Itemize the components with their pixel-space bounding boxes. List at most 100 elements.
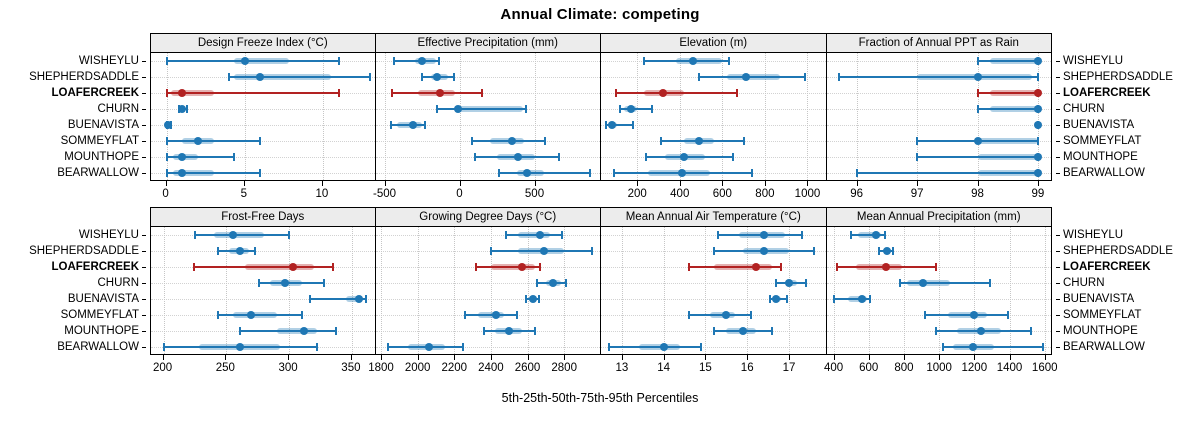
percentile-whisker (717, 234, 802, 236)
median-dot (454, 105, 462, 113)
x-tick-label: 15 (699, 362, 712, 374)
whisker-cap (337, 57, 340, 65)
interquartile-band (977, 170, 1038, 176)
median-dot (492, 311, 501, 319)
vertical-gridline (856, 53, 858, 180)
x-tick-label: 2600 (514, 362, 541, 374)
median-dot (236, 247, 245, 255)
median-dot (240, 57, 249, 65)
vertical-gridline (244, 53, 246, 180)
whisker-cap (813, 247, 816, 255)
median-dot (529, 295, 538, 303)
panel-plot-area (375, 227, 601, 355)
whisker-cap (464, 311, 467, 319)
x-tick-mark (162, 355, 164, 360)
whisker-cap (162, 343, 165, 351)
vertical-gridline (903, 227, 905, 354)
percentile-whisker (258, 282, 325, 284)
percentile-whisker (393, 60, 439, 62)
y-axis-labels-right: WISHEYLU SHEPHERDSADDLE LOAFERCREEK CHURN BU… (1056, 227, 1200, 355)
whisker-cap (392, 57, 395, 65)
whisker-cap (785, 295, 788, 303)
panel-row-bottom: WISHEYLU SHEPHERDSADDLE LOAFERCREEK CHURN BU… (0, 207, 1200, 381)
panel-strip-title: Growing Degree Days (°C) (375, 207, 601, 227)
median-dot (1033, 89, 1042, 97)
median-dot (523, 169, 531, 177)
median-dot (694, 137, 703, 145)
panel-plot-area (150, 53, 376, 181)
y-tick-mark (142, 157, 146, 158)
interquartile-band (989, 58, 1038, 64)
percentile-whisker (917, 156, 1038, 158)
panel-strip-title: Fraction of Annual PPT as Rain (826, 33, 1052, 53)
vertical-gridline (166, 53, 168, 180)
x-tick-label: 800 (755, 188, 775, 200)
site-label: MOUNTHOPE (0, 149, 146, 165)
whisker-cap (619, 105, 622, 113)
whisker-cap (390, 121, 393, 129)
x-tick-label: 99 (1031, 188, 1045, 200)
panel-strip-title: Elevation (m) (601, 33, 827, 53)
x-tick-mark (490, 355, 492, 360)
percentile-whisker (498, 172, 590, 174)
whisker-cap (257, 279, 260, 287)
horizontal-gridline (151, 125, 375, 126)
panels-top: Design Freeze Index (°C) 0 5 10 Effective … (150, 33, 1052, 205)
whisker-cap (712, 327, 715, 335)
interquartile-band (276, 328, 317, 334)
median-dot (857, 295, 866, 303)
whisker-cap (769, 295, 772, 303)
x-tick-label: 98 (971, 188, 984, 200)
vertical-gridline (974, 227, 976, 354)
x-tick-label: 16 (740, 362, 754, 374)
median-dot (409, 121, 417, 129)
x-tick-label: 1800 (368, 362, 394, 374)
interquartile-band (233, 58, 289, 64)
median-dot (759, 247, 768, 255)
whisker-cap (452, 73, 455, 81)
horizontal-gridline (826, 235, 1051, 236)
percentiles-caption: 5th-25th-50th-75th-95th Percentiles (501, 391, 699, 405)
percentile-whisker (476, 266, 541, 268)
vertical-gridline (534, 53, 536, 180)
whisker-cap (589, 169, 591, 177)
x-tick-mark (679, 181, 681, 186)
whisker-cap (544, 137, 546, 145)
y-axis-labels-right: WISHEYLU SHEPHERDSADDLE LOAFERCREEK CHURN BU… (1056, 53, 1200, 181)
y-tick-mark (1056, 157, 1060, 158)
whisker-cap (804, 279, 807, 287)
vertical-gridline (384, 53, 386, 180)
vertical-gridline (747, 227, 749, 354)
median-dot (883, 247, 892, 255)
vertical-gridline (417, 227, 419, 354)
median-dot (540, 247, 549, 255)
y-tick-mark (1056, 61, 1060, 62)
x-tick-mark (243, 181, 245, 186)
median-dot (281, 279, 290, 287)
panel-strip-title: Frost-Free Days (150, 207, 376, 227)
percentile-whisker (193, 266, 334, 268)
vertical-gridline (637, 53, 639, 180)
interquartile-band (489, 138, 524, 144)
median-dot (688, 57, 697, 65)
y-tick-mark (142, 109, 146, 110)
median-dot (968, 343, 977, 351)
interquartile-band (977, 138, 1038, 144)
y-tick-mark (1056, 331, 1060, 332)
x-tick-label: 800 (894, 362, 914, 374)
x-tick-mark (722, 181, 724, 186)
vertical-gridline (868, 227, 870, 354)
percentile-whisker (166, 60, 339, 62)
median-dot (784, 279, 793, 287)
x-tick-mark (868, 355, 870, 360)
x-tick-mark (380, 355, 382, 360)
whisker-cap (165, 89, 168, 97)
y-tick-mark (142, 61, 146, 62)
interquartile-band (977, 154, 1038, 160)
y-axis-labels-left: WISHEYLU SHEPHERDSADDLE LOAFERCREEK CHURN BU… (0, 53, 146, 181)
x-tick-mark (459, 181, 461, 186)
vertical-gridline (833, 227, 835, 354)
whisker-cap (855, 169, 858, 177)
x-tick-mark (454, 355, 456, 360)
whisker-cap (525, 105, 528, 113)
